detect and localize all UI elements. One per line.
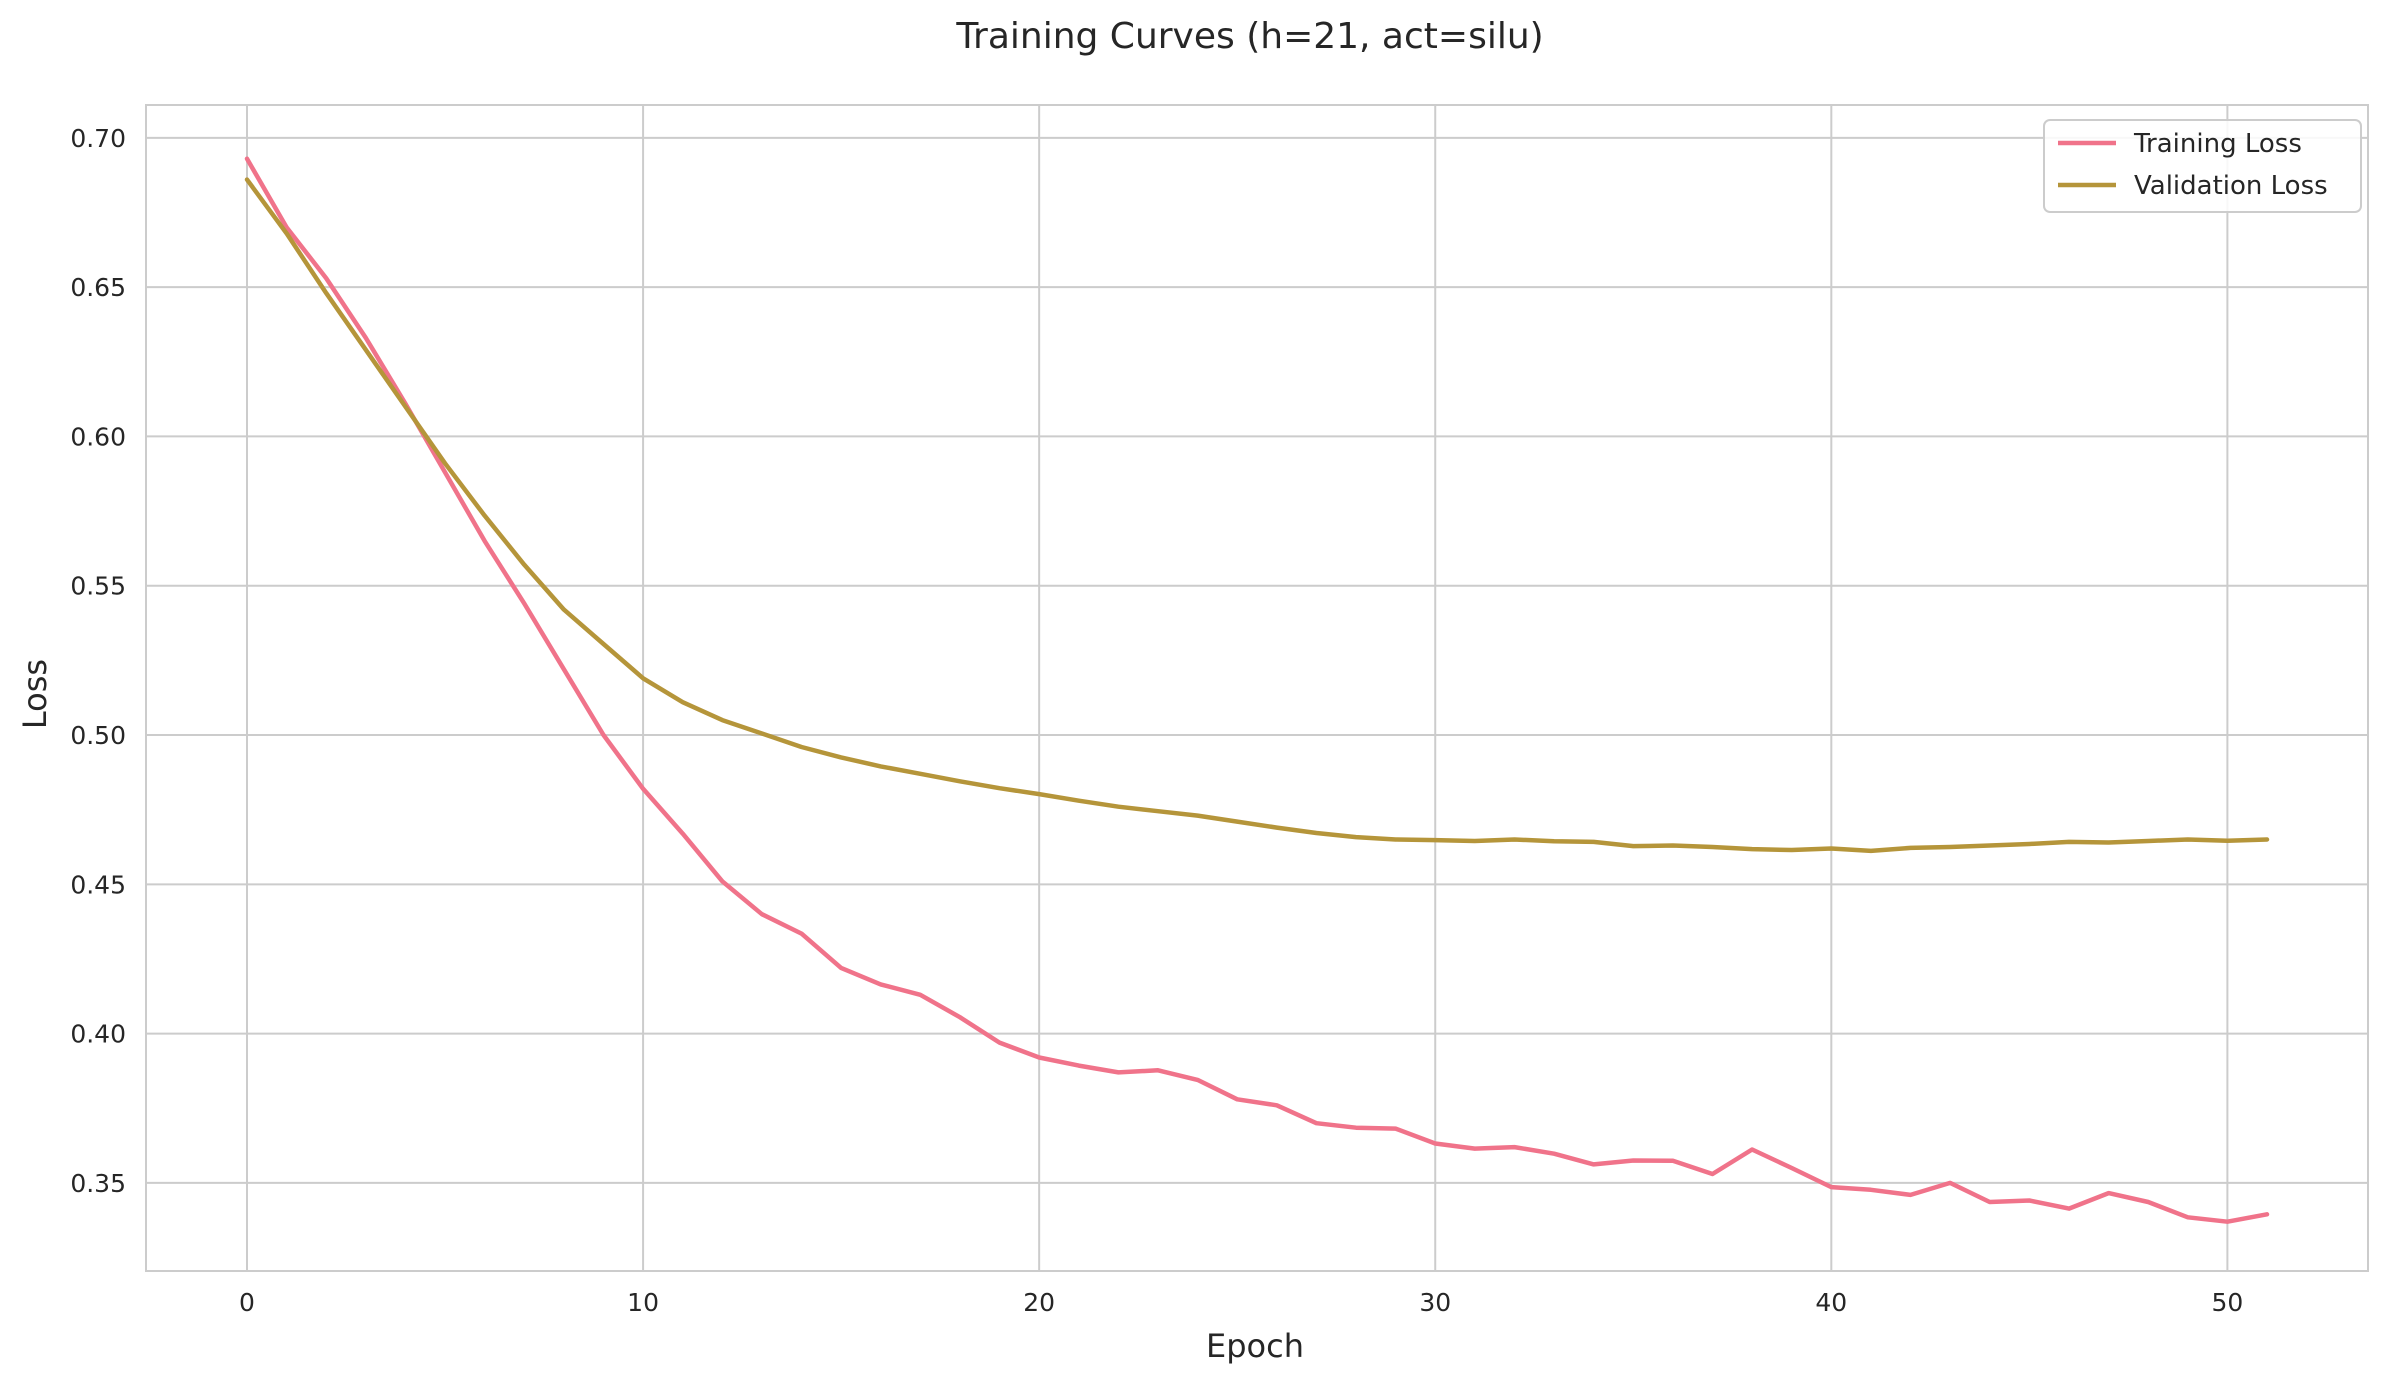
x-tick-label: 40 <box>1815 1288 1847 1317</box>
x-tick-label: 50 <box>2211 1288 2243 1317</box>
series-line-validation-loss <box>244 177 2270 854</box>
grid-lines <box>146 105 2368 1271</box>
y-tick-label: 0.70 <box>70 124 126 153</box>
legend-box <box>2043 119 2362 213</box>
y-tick-label: 0.45 <box>70 870 126 899</box>
tick-labels: 0 10 20 30 40 50 0.35 0.40 0.45 0.50 0.55 0.60 0.65 0… <box>70 124 2243 1317</box>
y-tick-label: 0.50 <box>70 721 126 750</box>
legend: Training Loss Validation Loss <box>2043 119 2362 213</box>
x-tick-label: 0 <box>239 1288 255 1317</box>
y-tick-label: 0.40 <box>70 1020 126 1049</box>
x-tick-label: 10 <box>627 1288 659 1317</box>
x-tick-label: 20 <box>1023 1288 1055 1317</box>
y-tick-label: 0.65 <box>70 273 126 302</box>
series-lines <box>244 156 2270 1224</box>
legend-label-training-loss: Training Loss <box>2133 129 2302 159</box>
x-axis-label: Epoch <box>1206 1327 1304 1365</box>
y-tick-label: 0.55 <box>70 572 126 601</box>
series-line-training-loss <box>244 156 2270 1224</box>
chart-title: Training Curves (h=21, act=silu) <box>955 16 1543 57</box>
y-tick-label: 0.35 <box>70 1169 126 1198</box>
legend-label-validation-loss: Validation Loss <box>2134 171 2328 201</box>
y-tick-label: 0.60 <box>70 422 126 451</box>
y-axis-label: Loss <box>16 659 54 729</box>
plot-area-frame <box>145 104 2369 1272</box>
x-tick-label: 30 <box>1419 1288 1451 1317</box>
